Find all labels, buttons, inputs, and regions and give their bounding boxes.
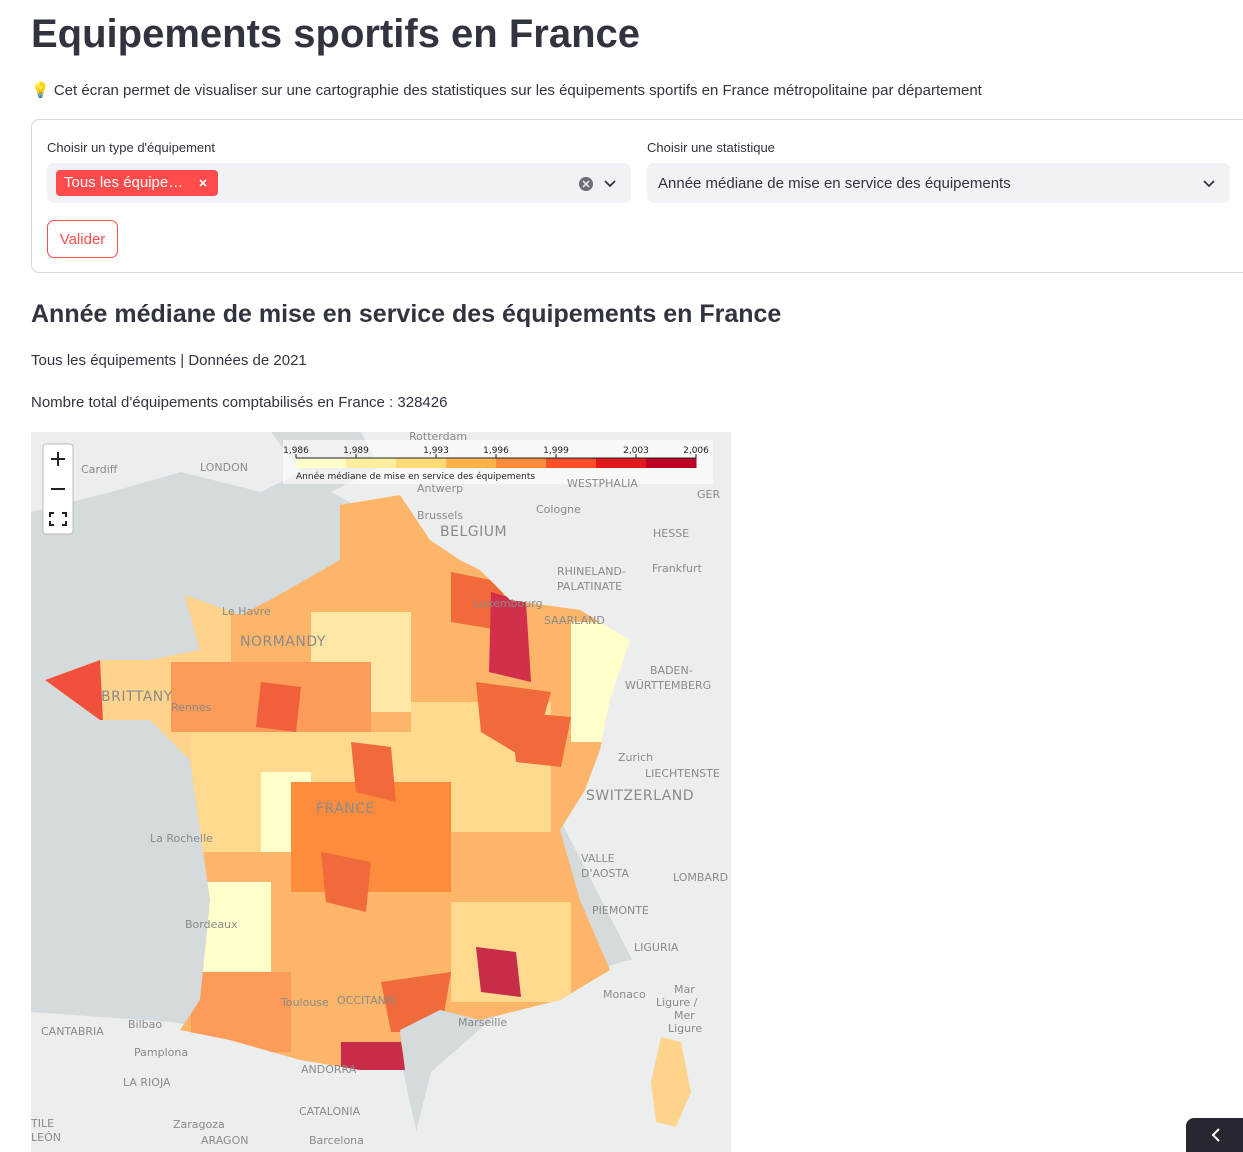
- form: [31, 119, 1243, 273]
- corsica: [651, 1037, 691, 1127]
- place-label: LEÓN: [31, 1131, 61, 1144]
- field-label: Choisir un type d'équipement: [47, 140, 215, 155]
- place-label: FRANCE: [316, 801, 375, 817]
- land: [31, 432, 301, 512]
- zoom-buttons[interactable]: [51, 452, 65, 490]
- place-label: CATALONIA: [299, 1105, 361, 1118]
- place-label: Antwerp: [417, 482, 463, 495]
- total-text: Nombre total d'équipements comptabilisés…: [31, 394, 448, 411]
- section-heading: Année médiane de mise en service des équ…: [31, 300, 782, 328]
- place-label: LIGURIA: [634, 941, 679, 954]
- place-label: LOMBARD: [673, 871, 728, 884]
- place-label: Mer: [674, 1009, 695, 1022]
- place-label: Zurich: [618, 751, 653, 764]
- fullscreen-button[interactable]: [49, 512, 67, 526]
- place-label: La Rochelle: [150, 832, 213, 845]
- legend-tick-label: 1,993: [423, 446, 449, 456]
- place-label: LONDON: [200, 461, 248, 474]
- sidebar-toggle[interactable]: [1186, 1118, 1243, 1152]
- place-label: RHINELAND-: [557, 565, 626, 578]
- place-label: ARAGON: [201, 1134, 248, 1147]
- submit-button[interactable]: Valider: [47, 220, 118, 258]
- place-label: Ligure /: [656, 996, 698, 1009]
- tag-remove[interactable]: [196, 176, 210, 190]
- legend-tick-label: 2,003: [623, 446, 649, 456]
- place-label: Brussels: [417, 509, 463, 522]
- legend-swatch: [446, 458, 497, 468]
- legend-swatch: [646, 458, 697, 468]
- legend-swatch: [346, 458, 397, 468]
- selected-tag[interactable]: Tous les équipe…: [56, 170, 218, 196]
- place-label: NORMANDY: [240, 634, 326, 650]
- subtitle: Tous les équipements | Données de 2021: [31, 352, 307, 369]
- chevron: [1203, 180, 1215, 188]
- place-label: WESTPHALIA: [567, 477, 638, 490]
- place-label: SAARLAND: [544, 614, 605, 627]
- place-label: SWITZERLAND: [586, 788, 694, 804]
- place-label: TILE: [31, 1117, 54, 1130]
- place-label: Cologne: [536, 503, 581, 516]
- place-label: LA RIOJA: [123, 1076, 171, 1089]
- legend-swatch: [396, 458, 447, 468]
- place-label: LIECHTENSTE: [645, 767, 720, 780]
- place-label: Cardiff: [81, 463, 118, 476]
- place-label: BRITTANY: [101, 689, 173, 705]
- place-label: D'AOSTA: [581, 867, 629, 880]
- place-label: Toulouse: [280, 996, 329, 1009]
- legend-tick-label: 1,989: [343, 446, 369, 456]
- place-label: Marseille: [458, 1016, 507, 1029]
- place-label: Mar: [674, 983, 695, 996]
- legend-swatch: [546, 458, 597, 468]
- place-label: Rotterdam: [409, 432, 467, 443]
- place-label: Pamplona: [134, 1046, 188, 1059]
- place-label: VALLE: [581, 852, 615, 865]
- place-label: Ligure: [668, 1022, 702, 1035]
- place-label: Barcelona: [309, 1134, 364, 1147]
- place-label: ANDORRA: [301, 1063, 357, 1076]
- place-label: PIEMONTE: [592, 904, 649, 917]
- place-label: Monaco: [603, 988, 646, 1001]
- info-text: 💡 Cet écran permet de visualiser sur une…: [31, 82, 982, 99]
- field-label: Choisir une statistique: [647, 140, 775, 155]
- legend-tick-label: 1,986: [283, 446, 309, 456]
- select-value: Année médiane de mise en service des équ…: [658, 175, 1011, 192]
- place-label: Le Havre: [222, 605, 271, 618]
- legend: 1,986 1,989 1,993 1,996 1,999 2,003 2,006: [283, 446, 709, 468]
- legend-swatch: [596, 458, 647, 468]
- legend-swatch: [296, 458, 347, 468]
- legend-tick-label: 1,996: [483, 446, 509, 456]
- place-label: Rennes: [171, 701, 212, 714]
- place-label: HESSE: [653, 527, 689, 540]
- place-label: Luxembourg: [474, 597, 543, 610]
- place-label: Frankfurt: [652, 562, 702, 575]
- page-title: Equipements sportifs en France: [31, 12, 641, 56]
- place-label: GER: [697, 488, 720, 501]
- place-label: Bilbao: [128, 1018, 162, 1031]
- legend-title: Année médiane de mise en service des équ…: [296, 471, 535, 482]
- select-icons[interactable]: [577, 174, 621, 194]
- place-label: BADEN-: [650, 664, 693, 677]
- statistic-select[interactable]: [647, 163, 1230, 203]
- tag-text: Tous les équipe…: [64, 174, 184, 191]
- legend-swatch: [496, 458, 547, 468]
- place-label: Zaragoza: [173, 1118, 225, 1131]
- place-label: WÜRTTEMBERG: [625, 679, 711, 692]
- legend-tick-label: 1,999: [543, 446, 569, 456]
- place-label: BELGIUM: [440, 524, 507, 540]
- legend-tick-label: 2,006: [683, 446, 709, 456]
- place-label: PALATINATE: [557, 580, 622, 593]
- place-label: OCCITANIE: [337, 994, 396, 1007]
- map[interactable]: 1,986 1,989 1,993 1,996 1,999 2,003 2,006 Anné…: [31, 432, 731, 1152]
- place-label: Bordeaux: [185, 918, 238, 931]
- place-label: CANTABRIA: [41, 1025, 104, 1038]
